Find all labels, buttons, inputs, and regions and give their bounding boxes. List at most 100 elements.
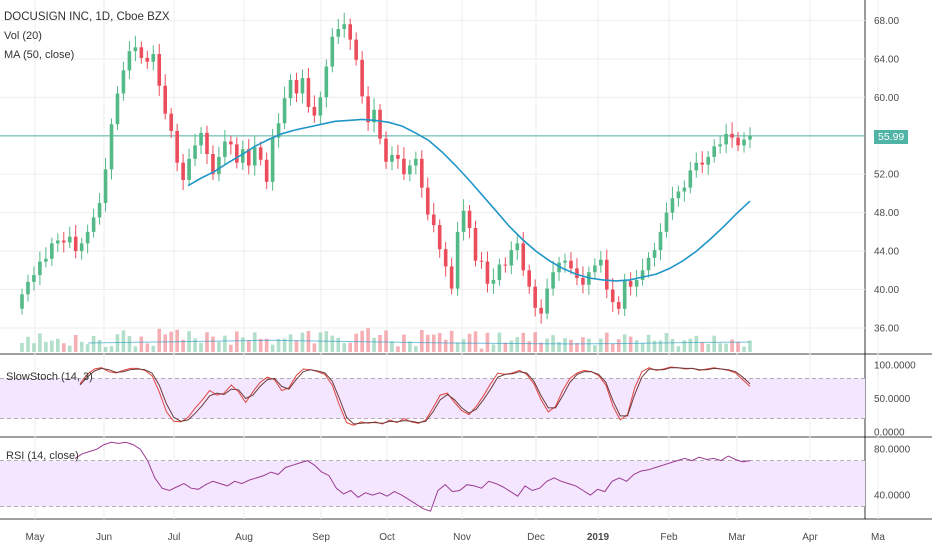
- volume-bar: [515, 337, 520, 352]
- time-tick-label: Oct: [379, 532, 395, 543]
- stoch-pane: 0.0000 50.0000 100.0000: [0, 361, 916, 439]
- candle-body: [38, 261, 42, 276]
- candle-body: [628, 280, 633, 287]
- price-tick-label: 36.00: [874, 323, 899, 334]
- volume-bar: [121, 330, 126, 352]
- volume-bar: [306, 331, 311, 352]
- candle-body: [712, 146, 716, 157]
- volume-bar: [163, 334, 168, 352]
- volume-bar: [366, 328, 370, 352]
- candle-body: [569, 260, 573, 269]
- volume-bar: [545, 338, 549, 352]
- candle-body: [372, 109, 376, 123]
- candle-body: [378, 109, 382, 139]
- candle-body: [742, 139, 746, 146]
- volume-bar: [575, 343, 579, 352]
- candle-body: [360, 59, 364, 97]
- candle-body: [408, 165, 412, 175]
- volume-bars: [20, 328, 752, 352]
- time-tick-label: Ma: [871, 532, 885, 543]
- candle-body: [509, 250, 514, 266]
- time-tick-label: Feb: [660, 532, 678, 543]
- volume-bar: [139, 336, 144, 352]
- volume-bar: [700, 342, 705, 352]
- candle-body: [276, 123, 281, 138]
- volume-bar: [211, 336, 215, 352]
- volume-bar: [599, 338, 603, 352]
- time-tick-label: May: [26, 532, 45, 543]
- price-axis: 36.0040.0044.0048.0052.0056.0060.0064.00…: [874, 16, 899, 335]
- volume-bar: [640, 343, 645, 352]
- volume-bar: [44, 341, 48, 352]
- candle-body: [175, 130, 179, 163]
- stoch-legend: SlowStoch (14, 3): [6, 371, 93, 383]
- volume-bar: [252, 332, 257, 352]
- candle-body: [348, 24, 352, 40]
- candle-body: [240, 149, 245, 163]
- volume-bar: [20, 343, 24, 352]
- volume-bar: [223, 335, 227, 352]
- volume-bar: [634, 340, 639, 352]
- candle-body: [109, 124, 114, 170]
- candle-body: [79, 243, 84, 252]
- candle-body: [270, 137, 275, 182]
- volume-bar: [133, 346, 138, 352]
- volume-bar: [425, 334, 430, 352]
- volume-bar: [658, 340, 663, 352]
- volume-bar: [724, 343, 728, 352]
- candle-body: [634, 279, 639, 287]
- candle-body: [640, 270, 645, 280]
- candle-body: [622, 280, 627, 309]
- volume-bar: [288, 334, 293, 352]
- volume-bar: [240, 337, 245, 352]
- candle-body: [115, 93, 120, 125]
- volume-bar: [378, 335, 382, 352]
- volume-bar: [199, 342, 203, 352]
- candle-body: [366, 96, 370, 123]
- candle-body: [354, 39, 358, 60]
- volume-bar: [718, 343, 722, 352]
- volume-bar: [312, 343, 317, 352]
- stoch-tick-label: 100.0000: [874, 361, 916, 372]
- volume-bar: [610, 343, 615, 352]
- volume-bar: [175, 329, 179, 352]
- stoch-tick-label: 50.0000: [874, 394, 911, 405]
- volume-bar: [67, 345, 72, 352]
- volume-bar: [461, 339, 466, 352]
- candle-body: [700, 162, 705, 165]
- candle-body: [670, 198, 675, 213]
- candle-body: [390, 154, 394, 162]
- candles: [20, 12, 752, 324]
- candle-body: [282, 98, 287, 124]
- candle-body: [610, 289, 615, 303]
- candle-body: [294, 80, 299, 94]
- stoch-d-line: [79, 367, 751, 425]
- candle-body: [211, 154, 215, 175]
- volume-bar: [246, 340, 251, 352]
- last-price-badge: 55.99: [874, 130, 909, 144]
- candle-body: [330, 36, 335, 67]
- volume-bar: [604, 332, 609, 352]
- time-tick-label: Mar: [728, 532, 746, 543]
- candle-body: [491, 279, 496, 284]
- time-tick-label: Apr: [802, 532, 818, 543]
- volume-bar: [330, 335, 335, 352]
- candle-body: [473, 228, 478, 261]
- candle-body: [44, 258, 48, 262]
- volume-bar: [527, 341, 532, 352]
- candle-body: [324, 66, 329, 98]
- candle-body: [246, 149, 251, 166]
- stoch-tick-label: 0.0000: [874, 428, 905, 439]
- volume-bar: [414, 346, 418, 352]
- volume-bar: [115, 334, 120, 352]
- candle-body: [539, 307, 543, 314]
- rsi-pane: 40.0000 80.0000: [0, 441, 911, 512]
- volume-bar: [628, 336, 633, 352]
- candle-body: [336, 29, 341, 37]
- volume-bar: [408, 341, 412, 352]
- candle-body: [235, 144, 239, 163]
- candle-body: [652, 250, 657, 258]
- candle-body: [431, 214, 436, 226]
- candle-body: [503, 264, 508, 266]
